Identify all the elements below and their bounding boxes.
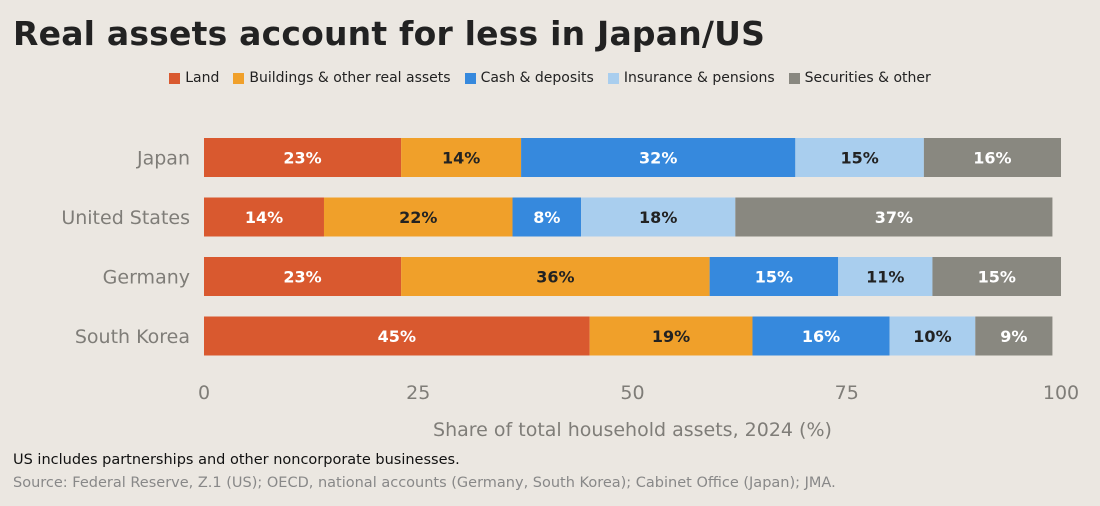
x-axis-title: Share of total household assets, 2024 (%…	[433, 419, 832, 441]
legend-label: Buildings & other real assets	[249, 70, 451, 86]
data-label: 23%	[283, 149, 321, 168]
category-label: Japan	[136, 148, 190, 170]
bar-segment	[795, 138, 924, 177]
chart-legend: Land Buildings & other real assets Cash & …	[0, 70, 1100, 86]
source-note: Source: Federal Reserve, Z.1 (US); OECD,…	[13, 475, 836, 491]
chart-title: Real assets account for less in Japan/US	[13, 14, 766, 53]
data-label: 45%	[378, 327, 416, 346]
data-label: 9%	[1000, 327, 1027, 346]
footnote: US includes partnerships and other nonco…	[13, 452, 460, 468]
legend-item-securities-other: Securities & other	[788, 70, 931, 86]
legend-item-cash-deposits: Cash & deposits	[464, 70, 594, 86]
bar-segment	[589, 316, 753, 356]
bar-segment	[401, 257, 710, 296]
data-label: 19%	[652, 327, 690, 346]
bar-segment	[735, 197, 1053, 237]
legend-label: Securities & other	[804, 70, 931, 86]
legend-swatch	[607, 72, 619, 84]
data-label: 14%	[442, 149, 480, 168]
legend-label: Cash & deposits	[480, 70, 594, 86]
bar-segment	[204, 197, 324, 237]
bar-segment	[521, 138, 796, 177]
bar-segment	[923, 138, 1061, 177]
category-label: Germany	[103, 267, 190, 289]
x-tick-label: 50	[620, 382, 644, 404]
legend-item-land: Land	[169, 70, 219, 86]
data-label: 15%	[978, 268, 1016, 287]
data-label: 16%	[973, 149, 1011, 168]
bar-segment	[512, 197, 582, 237]
bar-segment	[323, 197, 513, 237]
x-tick-label: 75	[835, 382, 859, 404]
bar-segment	[709, 257, 839, 296]
data-label: 32%	[639, 149, 677, 168]
data-label: 11%	[866, 268, 904, 287]
bar-segment	[204, 138, 402, 177]
bar-segment	[932, 257, 1061, 296]
data-label: 23%	[283, 268, 321, 287]
legend-swatch	[788, 72, 800, 84]
bar-segment	[401, 138, 522, 177]
legend-item-buildings-other-real-assets: Buildings & other real assets	[233, 70, 451, 86]
legend-swatch	[464, 72, 476, 84]
data-label: 22%	[399, 208, 437, 227]
data-label: 8%	[533, 208, 560, 227]
bar-segment	[889, 316, 976, 356]
x-tick-label: 0	[198, 382, 210, 404]
data-label: 15%	[840, 149, 878, 168]
legend-label: Insurance & pensions	[623, 70, 775, 86]
data-label: 14%	[245, 208, 283, 227]
legend-swatch	[169, 72, 181, 84]
x-tick-label: 100	[1043, 382, 1079, 404]
category-label: South Korea	[75, 326, 190, 348]
data-label: 10%	[913, 327, 951, 346]
data-label: 37%	[875, 208, 913, 227]
legend-label: Land	[185, 70, 220, 86]
stacked-bar-chart: Japan 23% 14% 32% 15% 16% United States 14% 22% 8…	[61, 138, 1079, 441]
x-tick-label: 25	[406, 382, 430, 404]
legend-item-insurance-pensions: Insurance & pensions	[607, 70, 775, 86]
bar-segment	[204, 316, 590, 356]
bar-segment	[975, 316, 1053, 356]
data-label: 36%	[536, 268, 574, 287]
legend-swatch	[233, 72, 245, 84]
bar-segment	[204, 257, 402, 296]
bar-segment	[581, 197, 736, 237]
data-label: 18%	[639, 208, 677, 227]
data-label: 15%	[755, 268, 793, 287]
data-label: 16%	[802, 327, 840, 346]
bar-segment	[838, 257, 933, 296]
category-label: United States	[61, 207, 190, 229]
bar-segment	[752, 316, 890, 356]
